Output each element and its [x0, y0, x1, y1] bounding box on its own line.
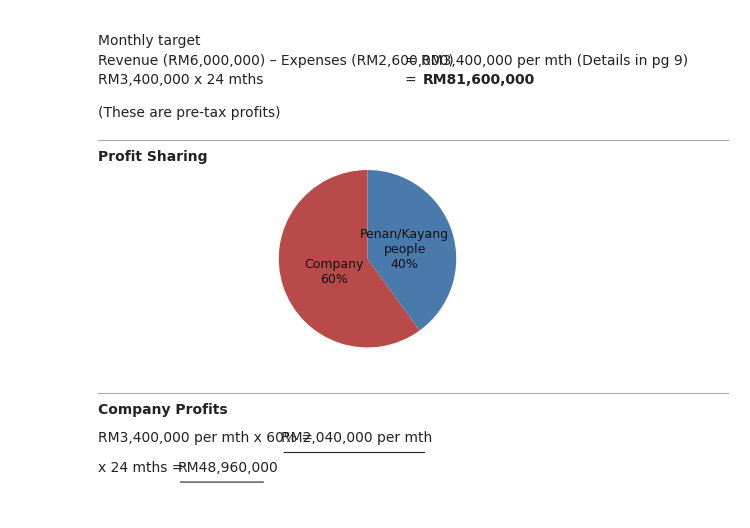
Text: RM48,960,000: RM48,960,000 — [178, 461, 278, 475]
Text: Profit Sharing: Profit Sharing — [98, 150, 207, 165]
Text: RM3,400,000 per mth x 60% =: RM3,400,000 per mth x 60% = — [98, 431, 316, 446]
Text: Revenue (RM6,000,000) – Expenses (RM2,600,000): Revenue (RM6,000,000) – Expenses (RM2,60… — [98, 54, 453, 68]
Text: = RM3,400,000 per mth (Details in pg 9): = RM3,400,000 per mth (Details in pg 9) — [405, 54, 688, 68]
Wedge shape — [368, 170, 456, 331]
Text: x 24 mths =: x 24 mths = — [98, 461, 188, 475]
Text: RM2,040,000 per mth: RM2,040,000 per mth — [281, 431, 433, 446]
Text: RM81,600,000: RM81,600,000 — [422, 73, 535, 87]
Text: Penan/Kayang
people
40%: Penan/Kayang people 40% — [360, 228, 449, 271]
Wedge shape — [279, 170, 420, 347]
Text: =: = — [405, 73, 421, 87]
Text: (These are pre-tax profits): (These are pre-tax profits) — [98, 106, 280, 120]
Text: Monthly target: Monthly target — [98, 34, 200, 49]
Text: Company Profits: Company Profits — [98, 403, 227, 417]
Text: RM3,400,000 x 24 mths: RM3,400,000 x 24 mths — [98, 73, 262, 87]
Text: Company
60%: Company 60% — [304, 258, 364, 286]
